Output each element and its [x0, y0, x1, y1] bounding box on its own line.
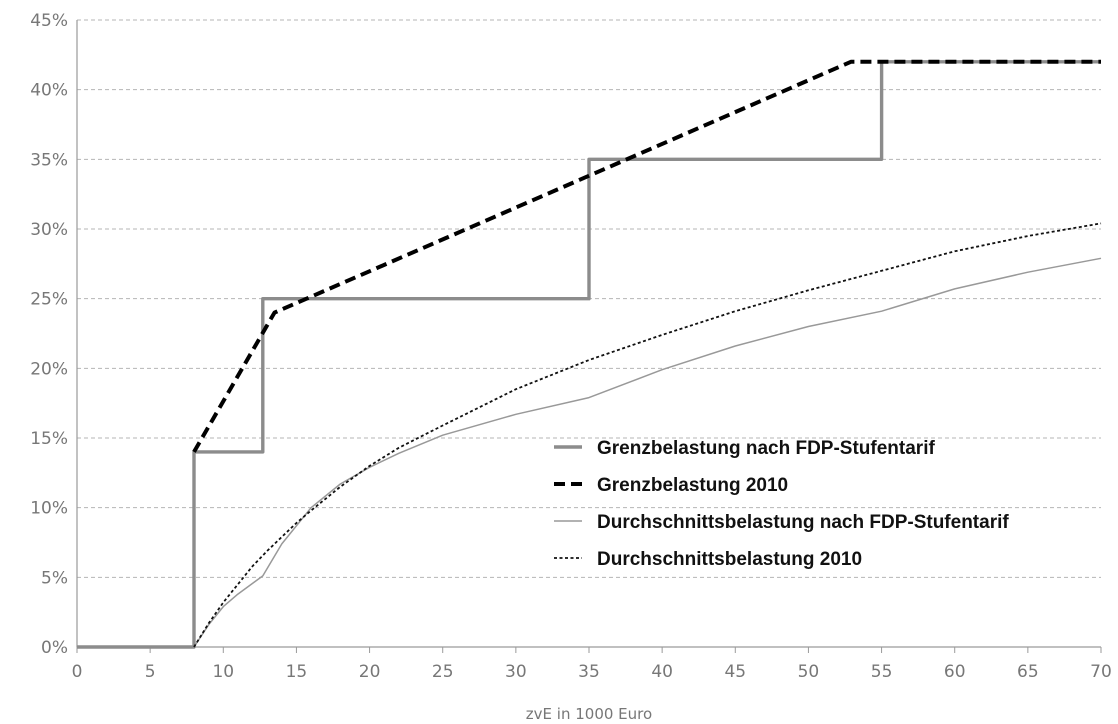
x-axis-label: zvE in 1000 Euro	[526, 705, 652, 723]
series-line-4	[193, 222, 1102, 648]
y-tick-label: 5%	[41, 568, 68, 588]
axes	[76, 20, 1102, 653]
legend-label-3: Durchschnittsbelastung nach FDP-Stufenta…	[597, 512, 1009, 533]
x-tick-labels: 0 5 10 15 20 25 30 35 40 45 50 55 60 65 70	[72, 662, 1112, 682]
x-tick-label: 55	[871, 662, 893, 682]
x-tick-label: 25	[432, 662, 454, 682]
x-tick-label: 70	[1090, 662, 1112, 682]
x-tick-label: 65	[1017, 662, 1039, 682]
x-tick-label: 50	[798, 662, 820, 682]
y-tick-label: 20%	[30, 359, 68, 379]
y-tick-labels: 0% 5% 10% 15% 20% 25% 30% 35% 40% 45%	[30, 11, 68, 658]
x-tick-label: 15	[286, 662, 308, 682]
legend-label-2: Grenzbelastung 2010	[597, 475, 788, 496]
x-tick-label: 35	[578, 662, 600, 682]
x-tick-label: 30	[505, 662, 527, 682]
legend-label-1: Grenzbelastung nach FDP-Stufentarif	[597, 438, 935, 459]
y-tick-label: 0%	[41, 638, 68, 658]
series-line-3	[193, 257, 1102, 648]
y-tick-label: 40%	[30, 81, 68, 101]
y-tick-label: 10%	[30, 499, 68, 519]
y-tick-label: 45%	[30, 11, 68, 31]
x-tick-label: 10	[212, 662, 234, 682]
y-tick-label: 15%	[30, 429, 68, 449]
y-tick-label: 30%	[30, 220, 68, 240]
x-tick-label: 5	[145, 662, 156, 682]
legend: Grenzbelastung nach FDP-Stufentarif Grenz…	[554, 438, 1009, 570]
x-tick-label: 0	[72, 662, 83, 682]
x-tick-label: 45	[724, 662, 746, 682]
y-tick-label: 25%	[30, 290, 68, 310]
y-tick-label: 35%	[30, 150, 68, 170]
series-line-1	[77, 60, 1101, 649]
series-lines	[77, 59, 1102, 649]
series-line-2	[192, 59, 1101, 453]
x-tick-label: 20	[359, 662, 381, 682]
x-tick-label: 60	[944, 662, 966, 682]
legend-label-4: Durchschnittsbelastung 2010	[597, 549, 862, 570]
x-tick-label: 40	[651, 662, 673, 682]
